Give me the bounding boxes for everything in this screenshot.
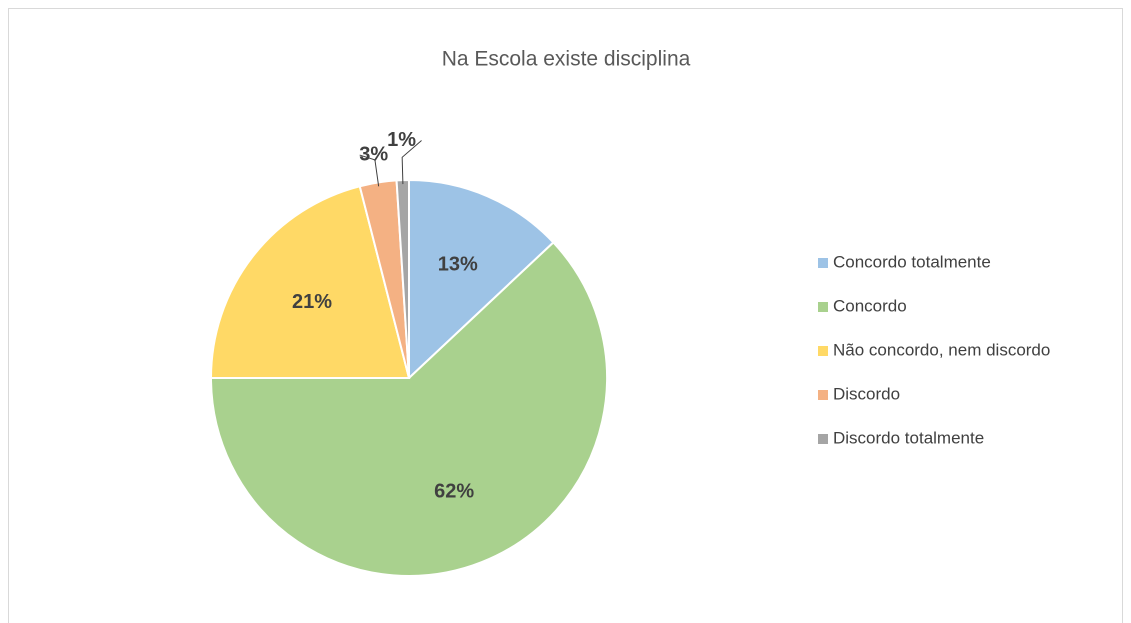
legend-swatch	[818, 434, 828, 444]
leader-line	[359, 154, 380, 187]
legend-label: Concordo	[833, 296, 907, 315]
legend-swatch	[818, 346, 828, 356]
legend-label: Discordo	[833, 384, 900, 403]
leader-line	[401, 140, 422, 185]
legend-swatch	[818, 390, 828, 400]
pie-slice	[408, 178, 555, 381]
legend-label: Não concordo, nem discordo	[833, 340, 1050, 359]
legend-label: Discordo totalmente	[833, 428, 984, 447]
legend-swatch	[818, 302, 828, 312]
data-label: 3%	[359, 143, 388, 165]
chart-title: Na Escola existe disciplina	[442, 48, 691, 71]
pie-slice	[209, 241, 608, 577]
legend-swatch	[818, 258, 828, 268]
data-label: 62%	[434, 480, 474, 502]
pie-slice	[209, 185, 411, 379]
legend-label: Concordo totalmente	[833, 252, 991, 271]
data-label: 1%	[387, 129, 416, 151]
data-label: 21%	[292, 291, 332, 313]
data-label: 13%	[438, 254, 478, 276]
